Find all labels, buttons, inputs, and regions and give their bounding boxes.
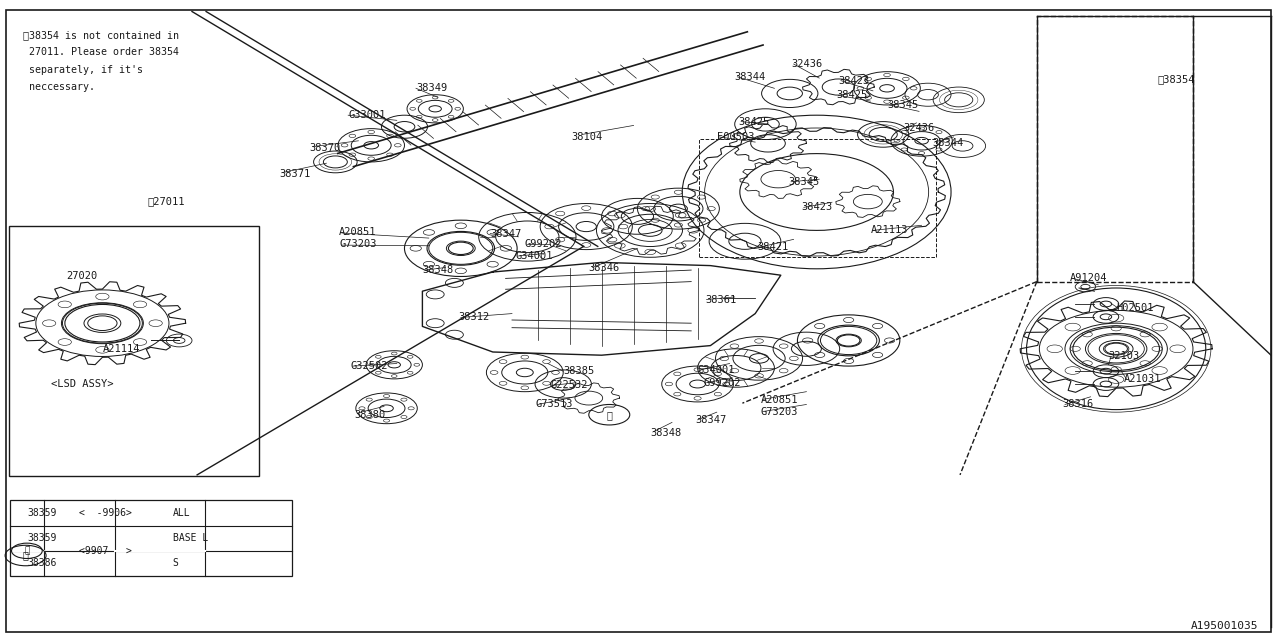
Text: 38347: 38347 bbox=[490, 228, 521, 239]
Text: 38345: 38345 bbox=[887, 100, 918, 110]
Text: 38380: 38380 bbox=[355, 410, 385, 420]
Text: 38349: 38349 bbox=[416, 83, 447, 93]
Text: 38104: 38104 bbox=[571, 132, 602, 142]
Text: H02501: H02501 bbox=[1116, 303, 1153, 314]
Text: 38423: 38423 bbox=[838, 76, 869, 86]
Text: 38312: 38312 bbox=[458, 312, 489, 323]
Text: 32436: 32436 bbox=[791, 59, 822, 69]
Text: 38359: 38359 bbox=[27, 508, 56, 518]
Text: ※38354 is not contained in: ※38354 is not contained in bbox=[23, 30, 179, 40]
Text: separately, if it's: separately, if it's bbox=[23, 65, 143, 75]
Text: G73203: G73203 bbox=[760, 407, 797, 417]
Text: 38421: 38421 bbox=[758, 242, 788, 252]
Text: 32436: 32436 bbox=[904, 123, 934, 133]
Text: G34001: G34001 bbox=[516, 251, 553, 261]
Text: A20851: A20851 bbox=[760, 395, 797, 405]
Text: A20851: A20851 bbox=[339, 227, 376, 237]
Text: ①: ① bbox=[607, 410, 612, 420]
Text: 27011. Please order 38354: 27011. Please order 38354 bbox=[23, 47, 179, 58]
Bar bbox=[9, 226, 259, 476]
Text: 38371: 38371 bbox=[279, 169, 310, 179]
Text: G32502: G32502 bbox=[351, 361, 388, 371]
Text: 38425: 38425 bbox=[739, 116, 769, 127]
Text: <LSD ASSY>: <LSD ASSY> bbox=[51, 379, 114, 389]
Text: A21114: A21114 bbox=[102, 344, 140, 354]
Text: G22532: G22532 bbox=[550, 380, 588, 390]
Text: <9907-  >: <9907- > bbox=[79, 546, 132, 556]
Text: G34001: G34001 bbox=[698, 365, 735, 375]
Text: 38346: 38346 bbox=[589, 262, 620, 273]
Text: A195001035: A195001035 bbox=[1190, 621, 1258, 631]
Text: E00503: E00503 bbox=[717, 132, 754, 142]
Text: ALL: ALL bbox=[173, 508, 191, 518]
Bar bbox=[1037, 16, 1193, 282]
Text: 38423: 38423 bbox=[801, 202, 832, 212]
Text: 38348: 38348 bbox=[422, 265, 453, 275]
Text: 38385: 38385 bbox=[563, 366, 594, 376]
Text: 38386: 38386 bbox=[27, 559, 56, 568]
Text: 27020: 27020 bbox=[67, 271, 97, 282]
Text: BASE L: BASE L bbox=[173, 533, 209, 543]
Text: G73513: G73513 bbox=[535, 399, 572, 410]
Text: 32103: 32103 bbox=[1108, 351, 1139, 362]
Text: ①: ① bbox=[23, 550, 28, 561]
Text: G99202: G99202 bbox=[525, 239, 562, 250]
Text: 38347: 38347 bbox=[695, 415, 726, 425]
Text: ①: ① bbox=[24, 547, 29, 556]
Text: 38316: 38316 bbox=[1062, 399, 1093, 410]
Text: <  -9906>: < -9906> bbox=[79, 508, 132, 518]
Text: 38345: 38345 bbox=[788, 177, 819, 187]
Bar bbox=[699, 139, 936, 257]
Text: G73203: G73203 bbox=[339, 239, 376, 250]
Text: G99202: G99202 bbox=[704, 378, 741, 388]
Text: 38348: 38348 bbox=[650, 428, 681, 438]
Text: 38344: 38344 bbox=[932, 138, 963, 148]
Text: A91204: A91204 bbox=[1070, 273, 1107, 284]
Text: A21113: A21113 bbox=[870, 225, 908, 236]
Text: A21031: A21031 bbox=[1124, 374, 1161, 384]
Text: S: S bbox=[173, 559, 179, 568]
Bar bbox=[10, 500, 292, 576]
Text: 38359: 38359 bbox=[27, 533, 56, 543]
Text: ※27011: ※27011 bbox=[147, 196, 184, 206]
Text: ※38354: ※38354 bbox=[1157, 74, 1194, 84]
Text: 38370: 38370 bbox=[310, 143, 340, 153]
Text: 38344: 38344 bbox=[735, 72, 765, 82]
Text: 38361: 38361 bbox=[705, 294, 736, 305]
Text: G33001: G33001 bbox=[348, 110, 385, 120]
Text: 38425: 38425 bbox=[836, 90, 867, 100]
Text: neccessary.: neccessary. bbox=[23, 82, 95, 92]
